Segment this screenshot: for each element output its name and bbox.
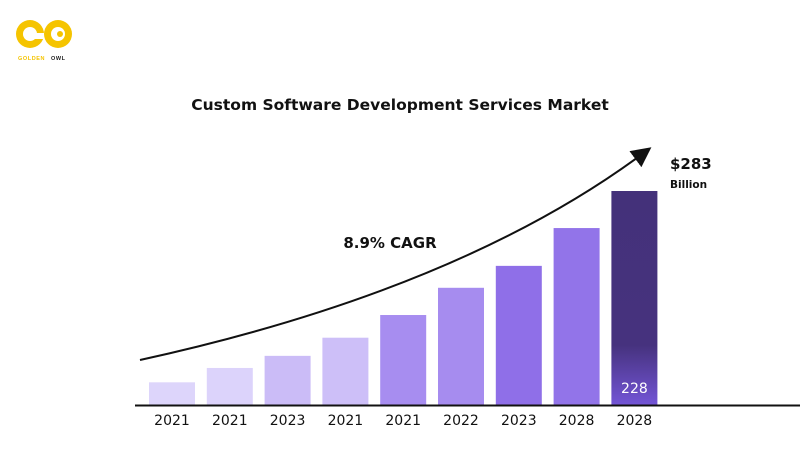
- x-tick-label: 2023: [501, 413, 537, 429]
- bar-9: [611, 191, 658, 405]
- bar-1: [149, 382, 195, 405]
- x-tick-label: 2021: [328, 413, 364, 429]
- bar-3: [264, 355, 311, 405]
- x-tick-label: 2022: [443, 413, 479, 429]
- cagr-annotation: 8.9% CAGR: [343, 234, 437, 252]
- bar-6: [438, 287, 484, 405]
- x-tick-label: 2021: [212, 413, 248, 429]
- bar-data-label: 228: [621, 381, 648, 397]
- bar-7: [495, 265, 542, 405]
- unit-annotation: Billion: [670, 179, 707, 191]
- value-annotation: $283: [670, 155, 712, 173]
- bar-8: [553, 228, 600, 405]
- chart-title: Custom Software Development Services Mar…: [191, 96, 609, 114]
- logo-text-golden: GOLDEN: [18, 56, 45, 62]
- growth-arrow: [139, 147, 652, 361]
- bar-2: [206, 367, 253, 405]
- logo-text-owl: OWL: [51, 56, 66, 62]
- x-tick-label: 2021: [154, 413, 190, 429]
- x-tick-label: 2028: [617, 413, 653, 429]
- x-tick-label: 2023: [270, 413, 306, 429]
- x-tick-label: 2028: [559, 413, 595, 429]
- bar-4: [322, 337, 369, 405]
- golden-owl-logo: GOLDEN OWL: [16, 20, 72, 62]
- bar-5: [380, 315, 427, 405]
- x-tick-label: 2021: [385, 413, 421, 429]
